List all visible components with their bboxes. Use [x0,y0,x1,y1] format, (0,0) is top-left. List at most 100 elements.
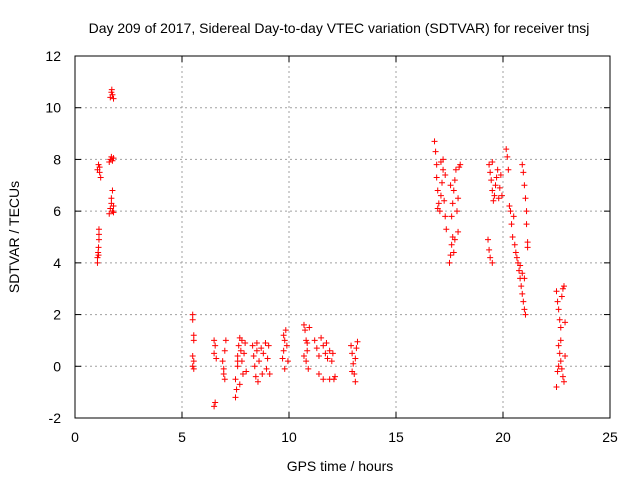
data-point [311,337,318,344]
data-point [241,350,248,357]
data-point [510,213,517,220]
data-point [446,259,453,266]
tick-labels: 0 5 10 15 20 25 -2 0 2 4 6 8 10 12 [45,48,618,445]
data-point [262,340,269,347]
data-point [432,148,439,155]
data-point [518,283,525,290]
data-point [554,368,561,375]
data-point [96,164,103,171]
data-point [521,306,528,313]
data-point [498,192,505,199]
data-point [494,166,501,173]
data-point [304,340,311,347]
data-point [189,311,196,318]
y-tick-label: -2 [49,410,62,426]
data-point [190,365,197,372]
data-point [504,153,511,160]
data-point [190,332,197,339]
data-point [441,197,448,204]
data-point [109,187,116,194]
data-point [253,340,260,347]
data-point [189,316,196,323]
data-point [435,200,442,207]
data-point [519,290,526,297]
data-point [455,195,462,202]
data-point [279,355,286,362]
data-point [488,177,495,184]
data-point [352,355,359,362]
data-point [511,241,518,248]
data-point [94,259,101,266]
data-point [521,182,528,189]
data-point [520,298,527,305]
data-point [256,358,263,365]
data-point [555,306,562,313]
data-point [110,155,117,162]
data-point [259,371,266,378]
data-point [517,262,524,269]
data-point [222,337,229,344]
data-point [106,210,113,217]
data-point [508,221,515,228]
data-point [326,347,333,354]
data-point [450,249,457,256]
data-point [451,177,458,184]
data-point [433,161,440,168]
data-point [237,347,244,354]
data-point [109,91,116,98]
y-tick-label: 12 [45,48,61,64]
data-point [558,293,565,300]
data-point [265,342,272,349]
data-point [353,345,360,352]
data-point [189,352,196,359]
data-point [211,403,218,410]
data-point [95,226,102,233]
data-point [557,337,564,344]
data-point [434,187,441,194]
data-point [489,187,496,194]
data-point [108,86,115,93]
data-point [350,360,357,367]
data-point [442,171,449,178]
x-tick-label: 25 [602,429,618,445]
data-point [449,200,456,207]
data-point [323,340,330,347]
data-point [450,187,457,194]
data-point [451,236,458,243]
data-point [448,241,455,248]
data-point [95,231,102,238]
data-point [439,179,446,186]
data-point [513,254,520,261]
data-point [553,288,560,295]
data-point [487,169,494,176]
y-tick-label: 4 [53,255,61,271]
data-point [94,254,101,261]
data-point [447,252,454,259]
data-point [495,195,502,202]
data-point [281,337,288,344]
data-point [516,267,523,274]
data-point [221,347,228,354]
data-point [313,345,320,352]
data-point [486,246,493,253]
data-point [521,275,528,282]
data-point [348,342,355,349]
data-point [211,337,218,344]
data-point [234,363,241,370]
data-point [315,352,322,359]
data-point [219,358,226,365]
data-point [280,332,287,339]
data-point [558,365,565,372]
x-axis-label: GPS time / hours [287,458,394,474]
x-tick-label: 0 [71,429,79,445]
data-point [110,202,117,209]
data-point [318,334,325,341]
data-point [242,340,249,347]
plot-frame [74,55,611,419]
data-point [524,239,531,246]
data-point [489,159,496,166]
data-point [328,358,335,365]
data-point [110,209,117,216]
